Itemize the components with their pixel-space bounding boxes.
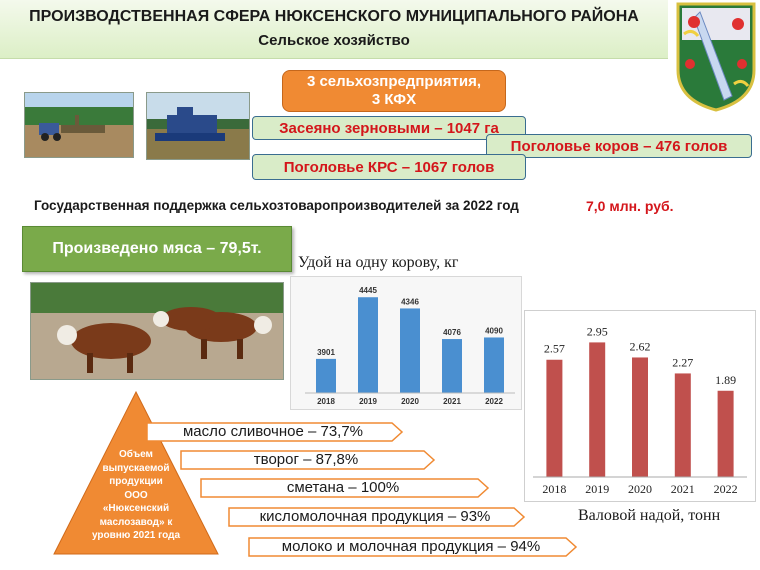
combine-harvester-photo	[146, 92, 250, 160]
gross-milk-bar	[546, 359, 563, 477]
gross-milk-tick-label: 2022	[714, 482, 738, 496]
cows-fact: Поголовье коров – 476 голов	[486, 134, 752, 158]
dairy-output-label-line: уровню 2021 года	[91, 530, 181, 541]
milk-yield-bar	[400, 308, 420, 393]
milk-yield-data-label: 3901	[317, 348, 335, 357]
gross-milk-tick-label: 2020	[628, 482, 652, 496]
dairy-product-arrow	[146, 422, 404, 442]
dairy-output-label-line: Объем	[119, 449, 153, 460]
enterprises-badge: 3 сельхозпредприятия, 3 КФХ	[282, 70, 506, 112]
dairy-product-label: масло сливочное – 73,7%	[182, 423, 364, 440]
gross-milk-data-label: 1.89	[715, 373, 736, 387]
milk-yield-data-label: 4445	[359, 286, 377, 295]
support-text: Государственная поддержка сельхозтовароп…	[34, 198, 519, 213]
gross-milk-chart-title: Валовой надой, тонн	[578, 507, 721, 524]
gross-milk-chart: 2.57 2018 2.95 2019 2.62 2020 2.27 2021 1.89 2022	[524, 310, 756, 502]
dairy-product-label: молоко и молочная продукция – 94%	[281, 538, 541, 555]
dairy-output-label-line: «Нюксенский	[102, 503, 170, 514]
gross-milk-tick-label: 2018	[542, 482, 566, 496]
milk-yield-data-label: 4090	[485, 326, 503, 335]
header-band	[0, 0, 668, 59]
gross-milk-tick-label: 2021	[671, 482, 695, 496]
dairy-product-arrow	[180, 450, 436, 470]
gross-milk-bar	[717, 390, 734, 477]
dairy-output-triangle	[53, 390, 219, 555]
milk-yield-tick-label: 2019	[359, 397, 377, 406]
enterprises-line2: 3 КФХ	[371, 91, 417, 108]
milk-yield-tick-label: 2018	[317, 397, 335, 406]
milk-yield-tick-label: 2022	[485, 397, 503, 406]
enterprises-line1: 3 сельхозпредприятия,	[306, 73, 482, 90]
milk-yield-tick-label: 2020	[401, 397, 419, 406]
milk-yield-bar	[358, 297, 378, 393]
milk-yield-bar	[442, 339, 462, 393]
dairy-product-arrow	[248, 537, 578, 557]
gross-milk-bar	[674, 373, 691, 477]
gross-milk-tick-label: 2019	[585, 482, 609, 496]
milk-yield-data-label: 4346	[401, 297, 419, 306]
gross-milk-data-label: 2.62	[630, 339, 651, 353]
milk-yield-chart: 3901 2018 4445 2019 4346 2020 4076 2021 4090 2022	[290, 276, 522, 410]
dairy-output-label-line: продукции	[109, 476, 163, 487]
meat-produced-badge: Произведено мяса – 79,5т.	[22, 226, 292, 272]
coat-of-arms-icon	[676, 2, 756, 112]
gross-milk-bar	[632, 357, 648, 477]
gross-milk-bar	[589, 342, 606, 477]
page-subtitle: Сельское хозяйство	[258, 32, 410, 49]
grain-fact: Засеяно зерновыми – 1047 га	[252, 116, 526, 140]
cattle-fact: Поголовье КРС – 1067 голов	[252, 154, 526, 180]
milk-yield-tick-label: 2021	[443, 397, 461, 406]
cattle-photo	[30, 282, 284, 380]
milk-yield-bar	[484, 337, 504, 393]
gross-milk-data-label: 2.57	[544, 342, 565, 356]
milk-yield-chart-title: Удой на одну корову, кг	[298, 254, 459, 271]
gross-milk-data-label: 2.27	[672, 355, 693, 369]
dairy-product-arrow	[228, 507, 526, 527]
dairy-output-label: Объем выпускаемой продукции ООО «Нюксенский м…	[70, 448, 202, 543]
page-title: ПРОИЗВОДСТВЕННАЯ СФЕРА НЮКСЕНСКОГО МУНИЦ…	[29, 8, 639, 25]
dairy-product-label: кисломолочная продукция – 93%	[259, 508, 491, 525]
dairy-product-label: творог – 87,8%	[253, 451, 359, 468]
milk-yield-bar	[316, 358, 336, 393]
dairy-product-label: сметана – 100%	[286, 479, 400, 496]
dairy-output-label-line: выпускаемой	[102, 462, 170, 474]
gross-milk-data-label: 2.95	[587, 324, 608, 338]
milk-yield-data-label: 4076	[443, 328, 461, 337]
support-value: 7,0 млн. руб.	[586, 198, 674, 214]
dairy-product-arrow	[200, 478, 490, 498]
dairy-output-label-line: ООО	[124, 489, 148, 501]
tractor-field-photo	[24, 92, 134, 158]
dairy-output-label-line: маслозавод» к	[99, 516, 173, 528]
